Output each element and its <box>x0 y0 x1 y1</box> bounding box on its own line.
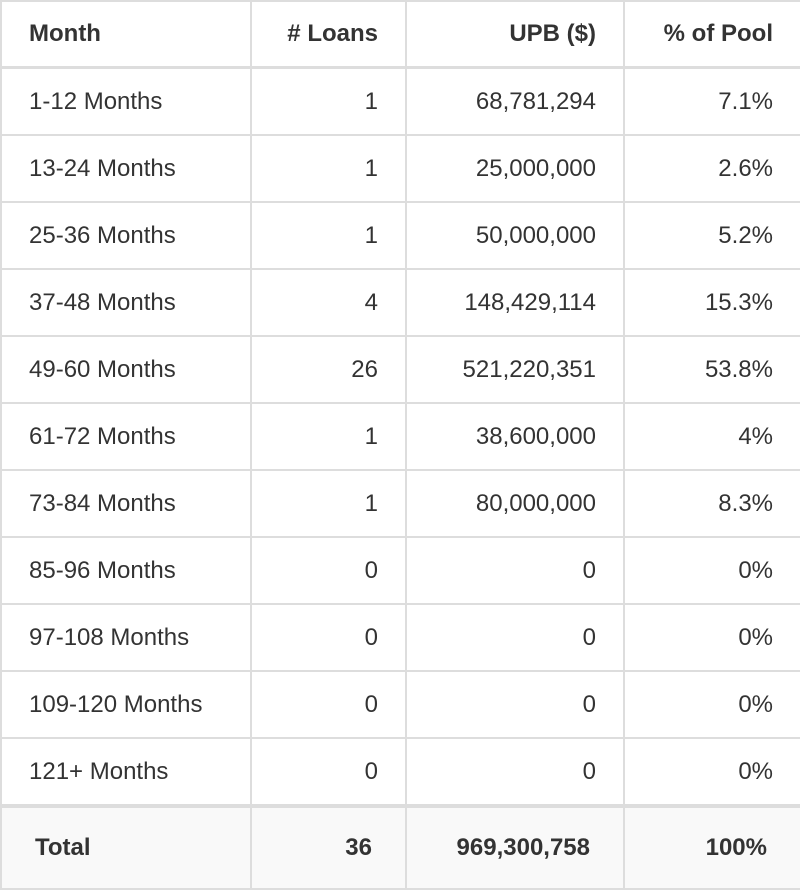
header-cell: # Loans <box>250 0 407 69</box>
cell: 7.1% <box>623 66 800 136</box>
cell: 0 <box>250 670 407 739</box>
row: 73-84 Months 1 80,000,000 8.3% <box>0 469 800 538</box>
cell: 68,781,294 <box>405 66 625 136</box>
cell: 1 <box>250 469 407 538</box>
row: 85-96 Months 0 0 0% <box>0 536 800 605</box>
cell: 148,429,114 <box>405 268 625 337</box>
cell: 37-48 Months <box>0 268 252 337</box>
row: 1-12 Months 1 68,781,294 7.1% <box>0 66 800 136</box>
cell: 1-12 Months <box>0 66 252 136</box>
cell: 73-84 Months <box>0 469 252 538</box>
cell: 97-108 Months <box>0 603 252 672</box>
cell: 1 <box>250 201 407 270</box>
cell: 0 <box>405 536 625 605</box>
cell: 1 <box>250 402 407 471</box>
row: 37-48 Months 4 148,429,114 15.3% <box>0 268 800 337</box>
cell: 0% <box>623 536 800 605</box>
row: 97-108 Months 0 0 0% <box>0 603 800 672</box>
cell: 50,000,000 <box>405 201 625 270</box>
row: 49-60 Months 26 521,220,351 53.8% <box>0 335 800 404</box>
cell: 121+ Months <box>0 737 252 807</box>
cell: 53.8% <box>623 335 800 404</box>
cell: 0% <box>623 603 800 672</box>
cell: 521,220,351 <box>405 335 625 404</box>
cell: 2.6% <box>623 134 800 203</box>
header-cell: Month <box>0 0 252 69</box>
cell: 4 <box>250 268 407 337</box>
cell: 0 <box>250 737 407 807</box>
cell: 38,600,000 <box>405 402 625 471</box>
cell: 0 <box>250 536 407 605</box>
cell: 1 <box>250 66 407 136</box>
cell: 61-72 Months <box>0 402 252 471</box>
cell: 15.3% <box>623 268 800 337</box>
header-cell: UPB ($) <box>405 0 625 69</box>
row: 109-120 Months 0 0 0% <box>0 670 800 739</box>
total-cell: 969,300,758 <box>405 804 625 890</box>
cell: 25,000,000 <box>405 134 625 203</box>
total-cell: 36 <box>250 804 407 890</box>
cell: 0 <box>250 603 407 672</box>
cell: 5.2% <box>623 201 800 270</box>
cell: 80,000,000 <box>405 469 625 538</box>
header-cell: % of Pool <box>623 0 800 69</box>
cell: 13-24 Months <box>0 134 252 203</box>
row: 25-36 Months 1 50,000,000 5.2% <box>0 201 800 270</box>
cell: 26 <box>250 335 407 404</box>
cell: 25-36 Months <box>0 201 252 270</box>
table-body: 1-12 Months 1 68,781,294 7.1% 13-24 Months 1 2… <box>0 66 800 890</box>
cell: 85-96 Months <box>0 536 252 605</box>
row: 13-24 Months 1 25,000,000 2.6% <box>0 134 800 203</box>
cell: 109-120 Months <box>0 670 252 739</box>
total-row: Total 36 969,300,758 100% <box>0 804 800 890</box>
cell: 0 <box>405 737 625 807</box>
cell: 8.3% <box>623 469 800 538</box>
row: 121+ Months 0 0 0% <box>0 737 800 807</box>
cell: 0 <box>405 603 625 672</box>
total-cell: 100% <box>623 804 800 890</box>
cell: 4% <box>623 402 800 471</box>
cell: 0 <box>405 670 625 739</box>
cell: 1 <box>250 134 407 203</box>
header-row: Month # Loans UPB ($)% of Pool <box>0 0 800 69</box>
cell: 49-60 Months <box>0 335 252 404</box>
cell: 0% <box>623 670 800 739</box>
row: 61-72 Months 1 38,600,000 4% <box>0 402 800 471</box>
total-cell: Total <box>0 804 252 890</box>
cell: 0% <box>623 737 800 807</box>
